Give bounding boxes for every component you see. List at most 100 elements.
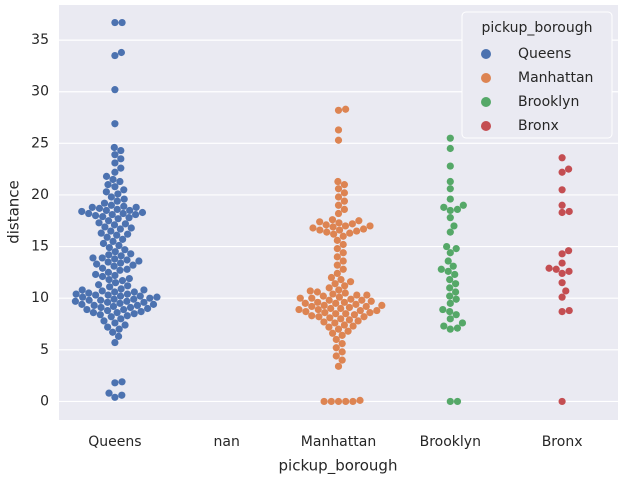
swarm-point	[126, 303, 135, 312]
swarm-point	[308, 294, 316, 302]
swarm-point	[111, 271, 119, 280]
swarm-point	[346, 278, 355, 286]
swarm-point	[111, 159, 119, 167]
swarm-point	[337, 276, 345, 284]
x-tick-label: Manhattan	[301, 434, 376, 450]
swarm-point	[459, 201, 467, 209]
swarm-point	[437, 265, 445, 273]
y-tick-label: 10	[31, 290, 49, 306]
swarm-point	[337, 304, 345, 313]
swarm-point	[446, 308, 454, 316]
swarm-point	[123, 297, 131, 305]
swarm-point	[123, 290, 132, 298]
swarm-point	[321, 309, 329, 317]
swarm-point	[92, 270, 100, 279]
swarm-point	[335, 286, 343, 294]
swarm-point	[129, 261, 137, 269]
swarm-point	[339, 232, 347, 240]
swarm-point	[339, 249, 347, 257]
swarm-point	[446, 214, 454, 222]
swarm-point	[333, 269, 341, 278]
swarm-point	[118, 391, 126, 399]
swarm-point	[306, 287, 314, 295]
swarm-point	[100, 317, 108, 325]
x-axis-label: pickup_borough	[279, 457, 398, 476]
swarm-point	[111, 183, 119, 191]
swarm-point	[102, 188, 110, 196]
swarm-point	[113, 205, 121, 214]
swarm-point	[366, 222, 374, 230]
x-tick-label: Bronx	[542, 434, 583, 450]
swarm-point	[99, 239, 108, 248]
swarm-point	[440, 322, 448, 330]
swarm-point	[115, 325, 123, 333]
swarm-point	[344, 327, 352, 335]
swarm-point	[320, 397, 328, 406]
swarm-point	[446, 134, 454, 142]
swarm-point	[110, 143, 118, 152]
swarm-point	[443, 242, 451, 251]
swarm-point	[130, 310, 138, 318]
swarm-point	[85, 289, 93, 297]
swarm-point	[334, 362, 343, 370]
swarm-point	[333, 261, 341, 269]
swarm-point	[111, 393, 119, 401]
swarm-point	[123, 256, 131, 264]
swarm-point	[352, 300, 360, 308]
swarm-point	[349, 397, 357, 406]
swarm-point	[341, 222, 350, 230]
swarm-point	[562, 287, 570, 295]
legend-label: Manhattan	[518, 70, 593, 86]
y-tick-label: 25	[31, 135, 49, 151]
swarm-point	[446, 397, 454, 406]
swarm-point	[327, 304, 335, 313]
swarm-point	[120, 186, 128, 194]
swarm-point	[308, 312, 316, 320]
swarm-point	[124, 230, 132, 238]
swarm-point	[359, 225, 368, 233]
swarm-point	[348, 220, 356, 228]
swarm-point	[558, 168, 566, 176]
swarm-point	[121, 220, 129, 228]
swarm-point	[104, 291, 112, 299]
swarm-point	[133, 301, 142, 310]
swarm-point	[137, 308, 145, 316]
swarm-point	[79, 293, 87, 301]
swarm-point	[117, 48, 125, 57]
swarm-point	[446, 177, 454, 186]
swarm-point	[446, 206, 454, 215]
swarm-point	[340, 298, 348, 306]
legend-box	[461, 11, 613, 139]
y-tick-label: 35	[31, 32, 49, 48]
swarm-point	[103, 233, 111, 241]
swarm-point	[119, 209, 127, 218]
swarm-point	[337, 315, 345, 323]
swarm-point	[335, 219, 343, 227]
swarm-point	[126, 206, 134, 215]
swarm-point	[334, 177, 342, 186]
swarm-point	[111, 151, 119, 159]
swarm-point	[120, 195, 128, 203]
swarm-point	[97, 296, 105, 304]
swarm-point	[109, 302, 118, 311]
swarm-point	[120, 202, 128, 210]
swarm-point	[446, 144, 454, 153]
swarm-point	[439, 305, 447, 314]
swarm-point	[314, 298, 322, 306]
swarm-point	[71, 297, 79, 305]
swarm-point	[360, 313, 368, 321]
y-axis-label: distance	[5, 180, 23, 244]
swarm-point	[301, 299, 309, 307]
swarm-point	[322, 221, 330, 229]
swarm-point	[117, 155, 125, 163]
swarm-point	[98, 287, 106, 295]
swarm-point	[345, 316, 354, 324]
swarm-point	[366, 309, 374, 317]
swarm-point	[123, 312, 131, 320]
swarm-point	[333, 253, 341, 261]
swarm-point	[565, 267, 573, 275]
swarm-point	[116, 266, 124, 274]
swarm-point	[347, 295, 355, 303]
swarm-point	[332, 299, 340, 307]
swarm-point	[558, 279, 566, 287]
